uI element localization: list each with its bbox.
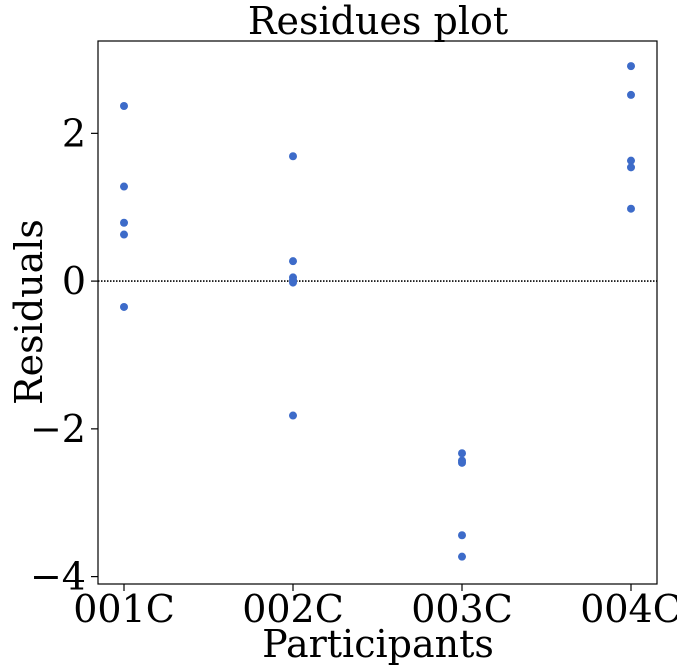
data-point bbox=[627, 204, 635, 213]
y-tick-label: 2 bbox=[62, 111, 86, 155]
data-point bbox=[120, 218, 128, 227]
x-tick-label: 001C bbox=[73, 587, 175, 631]
x-tick-label: 002C bbox=[242, 587, 344, 631]
chart-title: Residues plot bbox=[248, 0, 508, 43]
data-point bbox=[120, 182, 128, 191]
data-point bbox=[289, 257, 297, 266]
data-point bbox=[289, 152, 297, 161]
data-point bbox=[458, 552, 466, 561]
data-point bbox=[627, 90, 635, 99]
data-point bbox=[120, 302, 128, 311]
data-point bbox=[627, 163, 635, 172]
x-axis-label: Participants bbox=[262, 622, 494, 666]
data-point bbox=[458, 458, 466, 467]
data-point bbox=[458, 531, 466, 540]
data-point bbox=[289, 411, 297, 420]
data-point bbox=[289, 278, 297, 287]
data-point bbox=[120, 230, 128, 239]
data-point bbox=[627, 156, 635, 165]
y-tick-label: −4 bbox=[30, 555, 86, 599]
x-tick-label: 004C bbox=[580, 587, 677, 631]
y-axis-label: Residuals bbox=[7, 219, 51, 405]
y-tick-label: 0 bbox=[62, 259, 86, 303]
plot-frame bbox=[97, 40, 658, 585]
data-point bbox=[627, 62, 635, 71]
y-tick-label: −2 bbox=[30, 407, 86, 451]
data-point bbox=[120, 102, 128, 111]
data-point bbox=[458, 449, 466, 458]
x-tick-label: 003C bbox=[411, 587, 513, 631]
